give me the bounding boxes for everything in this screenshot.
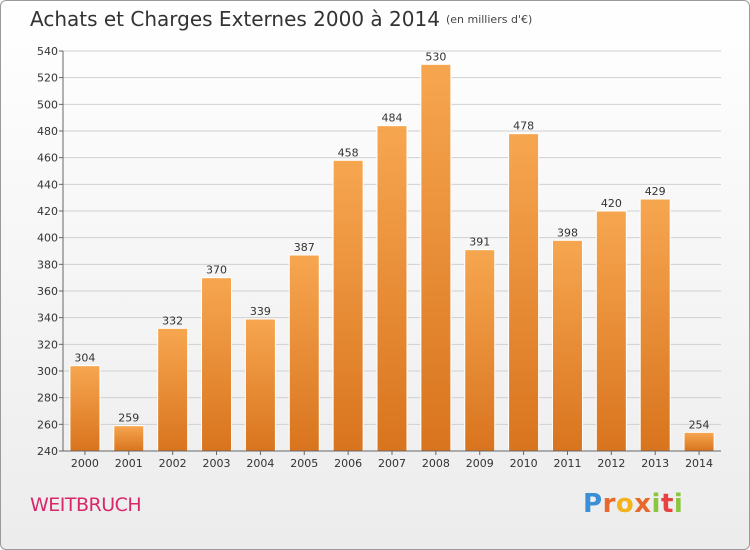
chart-subtitle: (en milliers d'€)	[445, 13, 533, 26]
bar	[288, 254, 320, 452]
y-tick-label: 460	[37, 152, 58, 165]
y-tick-label: 420	[37, 205, 58, 218]
bar-value-label: 429	[645, 185, 666, 198]
bar-value-label: 484	[382, 112, 403, 125]
x-tick-label: 2004	[246, 457, 274, 470]
y-tick-label: 260	[37, 418, 58, 431]
bar-value-label: 458	[338, 146, 359, 159]
bar-value-label: 387	[294, 241, 315, 254]
bar	[464, 249, 496, 452]
bar-value-label: 254	[689, 418, 710, 431]
x-tick-label: 2000	[71, 457, 99, 470]
bar-layer	[69, 63, 715, 452]
y-tick-label: 320	[37, 338, 58, 351]
bar-value-label: 370	[206, 264, 227, 277]
bar	[508, 133, 540, 452]
x-tick-label: 2011	[553, 457, 581, 470]
bar-value-label: 339	[250, 305, 271, 318]
x-tick-label: 2006	[334, 457, 362, 470]
bar	[69, 365, 101, 452]
y-tick-label: 540	[37, 45, 58, 58]
proxiti-logo: Proxiti	[583, 489, 684, 519]
label-layer: 304 259 332 370 339 387 458 484 530 391 478 398 420 4…	[74, 50, 709, 431]
x-tick-label: 2012	[597, 457, 625, 470]
bar-value-label: 259	[118, 412, 139, 425]
bar	[332, 159, 364, 452]
bar	[157, 327, 189, 452]
y-tick-label: 520	[37, 72, 58, 85]
y-tick-label: 300	[37, 365, 58, 378]
bar-value-label: 420	[601, 197, 622, 210]
x-tick-label: 2013	[641, 457, 669, 470]
axis-layer: 240 260 280 300 320 340 360 380 400 420 440 460 480 5…	[37, 45, 721, 470]
x-tick-label: 2003	[203, 457, 231, 470]
bar	[683, 431, 715, 452]
bar	[376, 125, 408, 452]
bar-value-label: 304	[74, 352, 95, 365]
bar	[244, 318, 276, 452]
x-tick-label: 2008	[422, 457, 450, 470]
bar	[201, 277, 233, 452]
y-tick-label: 360	[37, 285, 58, 298]
y-tick-label: 400	[37, 232, 58, 245]
chart-title: Achats et Charges Externes 2000 à 2014 (e…	[30, 7, 532, 31]
bar-value-label: 478	[513, 120, 534, 133]
y-tick-label: 480	[37, 125, 58, 138]
chart-title-text: Achats et Charges Externes 2000 à 2014	[30, 7, 440, 31]
y-tick-label: 440	[37, 178, 58, 191]
bar-value-label: 530	[425, 50, 446, 63]
y-tick-label: 500	[37, 98, 58, 111]
bar-value-label: 332	[162, 314, 183, 327]
x-tick-label: 2014	[685, 457, 713, 470]
y-tick-label: 380	[37, 258, 58, 271]
bar-value-label: 391	[469, 236, 490, 249]
x-tick-label: 2002	[159, 457, 187, 470]
bar-value-label: 398	[557, 226, 578, 239]
x-tick-label: 2005	[290, 457, 318, 470]
bar	[595, 210, 627, 452]
y-tick-label: 280	[37, 392, 58, 405]
x-tick-label: 2001	[115, 457, 143, 470]
bar	[420, 63, 452, 452]
x-tick-label: 2007	[378, 457, 406, 470]
y-tick-label: 340	[37, 312, 58, 325]
y-tick-label: 240	[37, 445, 58, 458]
x-tick-label: 2009	[466, 457, 494, 470]
bar	[551, 239, 583, 452]
commune-name: WEITBRUCH	[30, 494, 142, 516]
x-tick-label: 2010	[510, 457, 538, 470]
bar	[113, 425, 145, 452]
bar	[639, 198, 671, 452]
